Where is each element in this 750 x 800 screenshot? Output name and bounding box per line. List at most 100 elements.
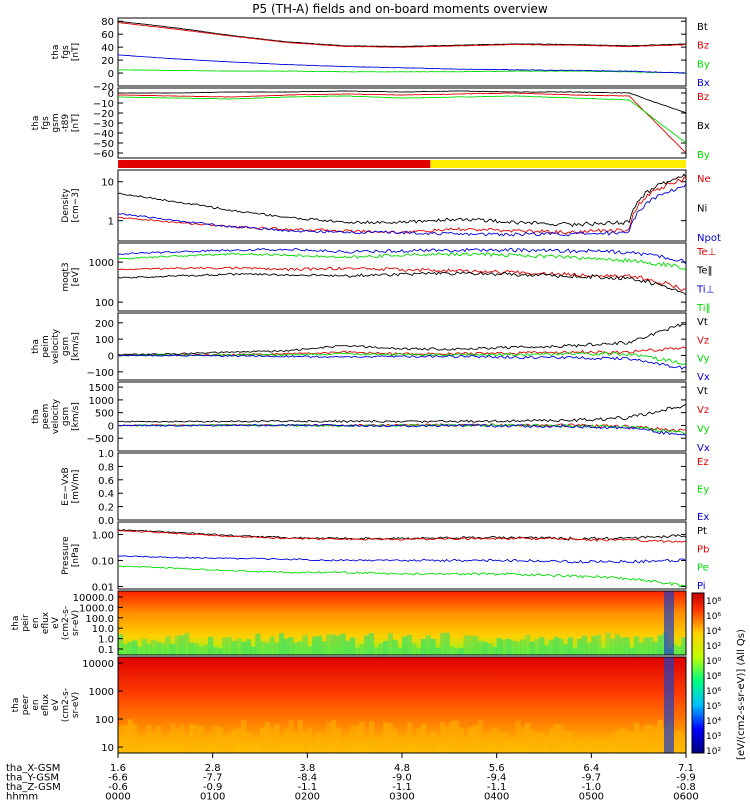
panel-6-series-Vx <box>117 423 687 437</box>
panel-10-spectrogram-band <box>420 723 427 753</box>
panel-7-tick-label: 0.2 <box>98 503 114 514</box>
panel-10-spectrogram-band <box>293 731 299 753</box>
panel-10-spectrogram-band <box>236 726 242 753</box>
panel-8-series-Pi <box>117 555 687 564</box>
panel-10-tick-label: 1000 <box>89 687 114 698</box>
panel-ylabel-line: sr-eV) <box>71 692 81 718</box>
panel-9-spectrogram-band <box>160 643 166 655</box>
panel-ylabel-line: gsm <box>51 113 61 132</box>
x-axis-value: -7.7 <box>203 773 223 784</box>
x-axis-value: 7.1 <box>678 763 694 774</box>
colorbar-tick-label: 10⁴ <box>706 627 721 637</box>
panel-9-spectrogram-band <box>430 638 436 655</box>
panel-9-spectrogram-band <box>278 633 285 655</box>
panel-6-legend-Vy: Vy <box>697 424 710 435</box>
panel-10-spectrogram-band <box>558 724 564 753</box>
panel-ylabel-line: (cm2-s- <box>61 688 71 722</box>
panel-1-series-Bz <box>118 92 687 154</box>
panel-8-legend-Pe: Pe <box>697 563 709 574</box>
panel-10-spectrogram-band <box>217 726 223 753</box>
x-axis-value: -1.1 <box>392 782 412 793</box>
panel-4-legend-Ti⊥: Ti⊥ <box>696 284 714 295</box>
panel-10-spectrogram-band <box>624 730 630 753</box>
panel-10-spectrogram-band <box>553 723 559 753</box>
colorbar-tick-label: 10² <box>706 747 721 757</box>
panel-9-spectrogram-band <box>293 642 299 655</box>
panel-10-spectrogram-band <box>477 719 483 753</box>
panel-7-legend-Ey: Ey <box>697 485 709 496</box>
panel-10-spectrogram-band <box>458 728 465 753</box>
panel-9-spectrogram-band <box>501 639 507 655</box>
panel-4-legend-Te‖: Te‖ <box>696 266 713 277</box>
panel-9-spectrogram-band <box>591 635 597 655</box>
colorbar-tick-label: 10⁸ <box>706 672 721 682</box>
colorbar-label: [eV/(cm2-s-sr-eV)] (All Qs) <box>736 629 747 760</box>
panel-10-spectrogram-band <box>581 737 588 753</box>
panel-10-spectrogram-band <box>402 737 408 753</box>
panel-ylabel-line: gsm <box>61 337 71 356</box>
panel-10-spectrogram-band <box>652 726 659 753</box>
panel-9-spectrogram-band <box>297 641 304 655</box>
panel-10-spectrogram-band <box>141 737 147 753</box>
panel-10-spectrogram-band <box>302 733 308 753</box>
panel-9-tick-label: 100.0 <box>85 614 114 625</box>
x-axis-value: -1.1 <box>487 782 507 793</box>
panel-10-spectrogram-band <box>368 721 375 753</box>
x-axis-value: 4.8 <box>394 763 410 774</box>
panel-0-tick-label: 20 <box>101 56 114 67</box>
panel-9-spectrogram-band <box>477 640 483 655</box>
panel-10-spectrogram-band <box>600 740 607 753</box>
panel-9-tick-label: 0.1 <box>98 645 114 656</box>
panel-9-spectrogram-band <box>397 647 403 655</box>
panel-ylabel-line: [eV] <box>71 268 81 287</box>
panel-9-spectrogram-band <box>619 637 625 655</box>
x-axis-value: -9.4 <box>487 773 507 784</box>
panel-0-tick-label: −20 <box>93 82 114 93</box>
figure-title: P5 (TH-A) fields and on-board moments ov… <box>252 2 548 16</box>
panel-9-frame <box>117 590 687 656</box>
panel-10-spectrogram-band <box>226 734 233 753</box>
panel-9-spectrogram-band <box>316 635 323 655</box>
panel-10-spectrogram-band <box>297 719 304 753</box>
panel-10-spectrogram-band <box>416 728 422 753</box>
panel-10-spectrogram-band <box>676 730 682 753</box>
panel-10-tick-label: 10 <box>101 743 114 754</box>
panel-10-spectrogram-band <box>278 736 285 753</box>
panel-10-spectrogram-band <box>212 725 218 753</box>
panel-9-spectrogram-band <box>349 637 356 655</box>
panel-3-series-Npot <box>117 183 687 237</box>
panel-1-tick-label: −20 <box>93 109 114 120</box>
panel-9-spectrogram-band <box>127 641 133 655</box>
panel-9-spectrogram-band <box>596 634 602 655</box>
panel-0-legend-Bt: Bt <box>697 22 708 33</box>
panel-10-spectrogram-band <box>449 721 455 753</box>
panel-9-spectrogram-band <box>515 641 521 655</box>
panel-7-tick-label: 0.4 <box>98 489 114 500</box>
panel-9-spectrogram-band <box>539 637 545 655</box>
panel-ylabel-line: eflux <box>41 611 51 634</box>
panel-6-tick-label: 0 <box>108 421 114 432</box>
panel-3-legend-Npot: Npot <box>697 233 721 244</box>
colorbar-tick-label: 10⁸ <box>706 597 721 607</box>
panel-6-series-Vy <box>117 423 687 435</box>
x-axis-value: -9.7 <box>582 773 602 784</box>
x-axis-value: 0300 <box>389 792 414 800</box>
panel-10-spectrogram-band <box>373 736 379 753</box>
panel-9-spectrogram-band <box>458 647 465 655</box>
panel-10-spectrogram-band <box>146 725 152 753</box>
panel-10-spectrogram-band <box>174 727 181 753</box>
mode-bar-segment <box>430 160 686 168</box>
panel-10-spectrogram-band <box>127 719 133 753</box>
panel-9-spectrogram-band <box>364 635 370 655</box>
x-axis-value: -0.8 <box>676 782 696 793</box>
panel-9-spectrogram-band <box>671 644 678 655</box>
panel-1-legend-Bx: Bx <box>697 121 710 132</box>
panel-10-spectrogram-band <box>189 724 195 753</box>
panel-10-spectrogram-band <box>664 657 674 753</box>
panel-9-ylabel: tha peir en eflux eV (cm2-s-sr-eV) <box>11 606 81 640</box>
panel-ylabel-line: tha <box>51 45 61 60</box>
panel-9-spectrogram-band <box>615 634 621 655</box>
panel-7-tick-label: 0.8 <box>98 462 114 473</box>
panel-ylabel-line: velocity <box>51 398 61 434</box>
panel-0-series-Bx <box>117 54 687 74</box>
